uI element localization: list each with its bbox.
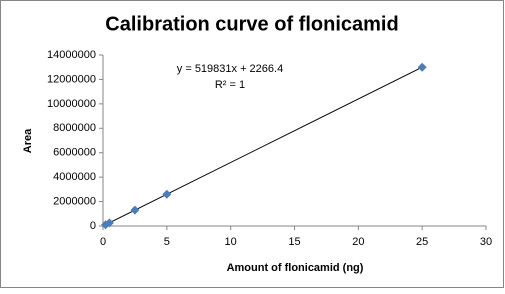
y-tick-label: 0 [90, 220, 96, 232]
y-tick-label: 12000000 [47, 73, 96, 85]
trendline [105, 66, 423, 226]
y-tick-label: 10000000 [47, 98, 96, 110]
data-point [162, 189, 172, 199]
y-tick-label: 6000000 [53, 147, 96, 159]
chart-border [0, 0, 504, 288]
x-tick-label: 5 [164, 236, 170, 248]
x-tick-label: 30 [480, 236, 492, 248]
x-axis-title: Amount of flonicamid (ng) [227, 262, 364, 274]
data-point [130, 205, 140, 215]
chart-title: Calibration curve of flonicamid [105, 13, 398, 35]
data-point [104, 218, 114, 228]
r-squared: R² = 1 [215, 79, 245, 91]
y-axis-title: Area [22, 128, 34, 153]
trendline-equation: y = 519831x + 2266.4 [177, 63, 283, 75]
x-tick-label: 10 [225, 236, 237, 248]
x-tick-label: 15 [288, 236, 300, 248]
y-tick-label: 8000000 [53, 122, 96, 134]
y-tick-label: 14000000 [47, 49, 96, 61]
y-tick-label: 4000000 [53, 171, 96, 183]
x-tick-label: 20 [352, 236, 364, 248]
y-tick-label: 2000000 [53, 195, 96, 207]
x-tick-label: 0 [100, 236, 106, 248]
data-point [417, 62, 427, 72]
x-tick-label: 25 [416, 236, 428, 248]
